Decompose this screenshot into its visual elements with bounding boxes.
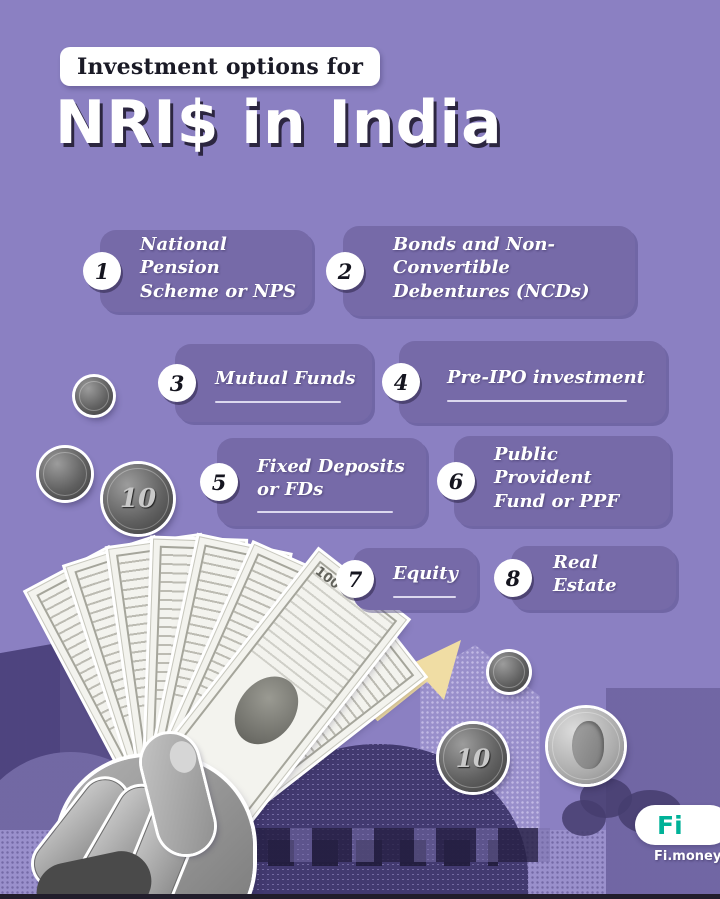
ten-cent-coin-icon: 10 <box>439 724 507 792</box>
coin-icon <box>75 377 113 415</box>
option-card-pre-ipo: 4 Pre-IPO investment <box>382 341 666 423</box>
option-label: Equity <box>393 563 459 585</box>
number-badge: 5 <box>200 463 238 501</box>
option-card-real-estate: 8 Real Estate <box>494 546 676 610</box>
number-badge: 6 <box>437 462 475 500</box>
coin-rim <box>493 656 525 688</box>
coin-rim <box>443 728 503 788</box>
option-label: Mutual Funds <box>215 368 356 390</box>
fi-logo-pill: Fi <box>635 805 720 845</box>
number-badge: 4 <box>382 363 420 401</box>
option-card-fixed-deposits: 5 Fixed Deposits or FDs <box>200 438 426 526</box>
ten-cent-coin-icon: 10 <box>103 464 173 534</box>
option-label: National Pension Scheme or NPS <box>140 233 297 302</box>
header-pill: Investment options for <box>60 47 381 86</box>
coin-rim <box>79 381 109 411</box>
option-card-nps: 1 National Pension Scheme or NPS <box>83 230 312 312</box>
option-label: Fixed Deposits or FDs <box>257 455 405 500</box>
header-pill-label: Investment options for <box>77 53 364 80</box>
option-label: Public Provident Fund or PPF <box>494 443 620 512</box>
option-underline <box>447 399 628 402</box>
option-label: Pre-IPO investment <box>447 367 646 389</box>
fi-logo-icon: Fi <box>657 810 683 840</box>
coin-icon <box>489 652 529 692</box>
number-badge: 2 <box>326 252 364 290</box>
lincoln-profile <box>572 721 604 769</box>
option-card-ppf: 6 Public Provident Fund or PPF <box>437 436 670 526</box>
number-badge: 8 <box>494 559 532 597</box>
number-badge: 3 <box>158 364 196 402</box>
option-card-mutual-funds: 3 Mutual Funds <box>158 344 372 422</box>
coin-rim <box>552 712 620 780</box>
coin-icon <box>39 448 91 500</box>
hand-holding-dollar-bills: 100 100 <box>24 536 460 899</box>
option-card-equity: 7 Equity <box>336 548 477 610</box>
option-label: Bonds and Non-Convertible Debentures (NC… <box>393 233 590 302</box>
option-card-bonds-ncds: 2 Bonds and Non-Convertible Debentures (… <box>326 226 635 316</box>
option-underline <box>215 400 341 403</box>
fi-money-wordmark: Fi.money <box>654 849 720 864</box>
number-badge: 7 <box>336 560 374 598</box>
option-underline <box>257 511 394 514</box>
building-windows-strip <box>250 828 550 862</box>
option-label: Real Estate <box>553 551 617 596</box>
coin-rim <box>43 452 87 496</box>
number-badge: 1 <box>83 252 121 290</box>
option-underline <box>393 595 457 598</box>
coin-rim <box>107 468 169 530</box>
penny-coin-icon <box>548 708 624 784</box>
page-title: NRI$ in India <box>55 88 503 158</box>
bottom-border-strip <box>0 894 720 899</box>
palm-tree-silhouette <box>562 800 606 836</box>
